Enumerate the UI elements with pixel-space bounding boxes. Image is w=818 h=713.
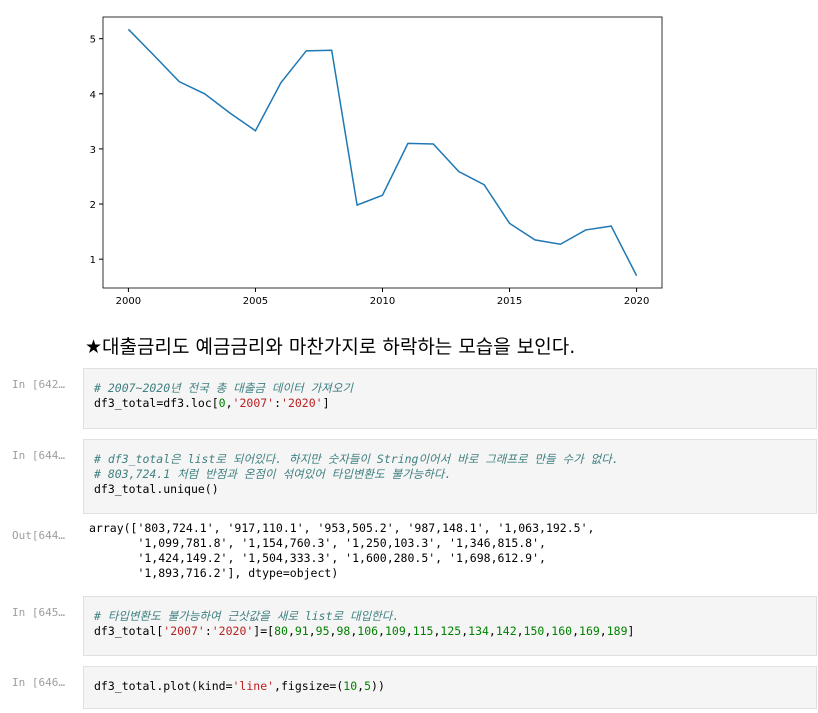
code-cell: # 타입변환도 불가능하여 근삿값을 새로 list로 대입한다. df3_tot… — [83, 596, 817, 656]
x-tick-label: 2015 — [497, 296, 522, 307]
input-prompt: In [646… — [12, 676, 65, 689]
output-prompt: Out[644… — [12, 529, 65, 542]
markdown-text: ★대출금리도 예금금리와 마찬가지로 하락하는 모습을 보인다. — [85, 336, 576, 358]
code-line: # 2007~2020년 전국 총 대출금 데이터 가져오기 — [94, 381, 353, 395]
output-area: array(['803,724.1', '917,110.1', '953,50… — [83, 517, 817, 585]
chart: 1 2 3 4 5 2000 2005 2010 2015 2020 — [90, 16, 663, 307]
x-tick-label: 2020 — [624, 296, 649, 307]
y-tick-label: 3 — [90, 145, 96, 156]
output-line: '1,424,149.2', '1,504,333.3', '1,600,280… — [89, 551, 546, 565]
code-line: df3_total.plot(kind='line',figsize=(10,5… — [94, 679, 385, 693]
code-line: # 타입변환도 불가능하여 근삿값을 새로 list로 대입한다. — [94, 609, 400, 623]
x-tick-label: 2000 — [116, 296, 141, 307]
code-cell: df3_total.plot(kind='line',figsize=(10,5… — [83, 666, 817, 709]
y-tick-label: 4 — [90, 90, 96, 101]
x-tick-label: 2010 — [370, 296, 395, 307]
code-line: # 803,724.1 처럼 반점과 온점이 섞여있어 타입변환도 불가능하다. — [94, 467, 452, 481]
output-line: array(['803,724.1', '917,110.1', '953,50… — [89, 521, 595, 535]
input-prompt: In [644… — [12, 449, 65, 462]
y-tick-label: 2 — [90, 200, 96, 211]
code-line: df3_total=df3.loc[0,'2007':'2020'] — [94, 396, 330, 410]
y-tick-label: 1 — [90, 255, 96, 266]
output-line: '1,893,716.2'], dtype=object) — [89, 566, 339, 580]
code-line: df3_total['2007':'2020']=[80,91,95,98,10… — [94, 624, 635, 638]
input-prompt: In [642… — [12, 378, 65, 391]
input-prompt: In [645… — [12, 606, 65, 619]
x-tick-label: 2005 — [243, 296, 268, 307]
code-line: df3_total.unique() — [94, 482, 219, 496]
code-cell: # 2007~2020년 전국 총 대출금 데이터 가져오기 df3_total=… — [83, 368, 817, 429]
line — [127, 28, 638, 277]
output-line: '1,099,781.8', '1,154,760.3', '1,250,103… — [89, 536, 546, 550]
y-tick-label: 5 — [90, 35, 96, 46]
plot-frame — [102, 16, 663, 289]
code-cell: # df3_total은 list로 되어있다. 하지만 숫자들이 String… — [83, 439, 817, 514]
code-line: # df3_total은 list로 되어있다. 하지만 숫자들이 String… — [94, 452, 619, 466]
